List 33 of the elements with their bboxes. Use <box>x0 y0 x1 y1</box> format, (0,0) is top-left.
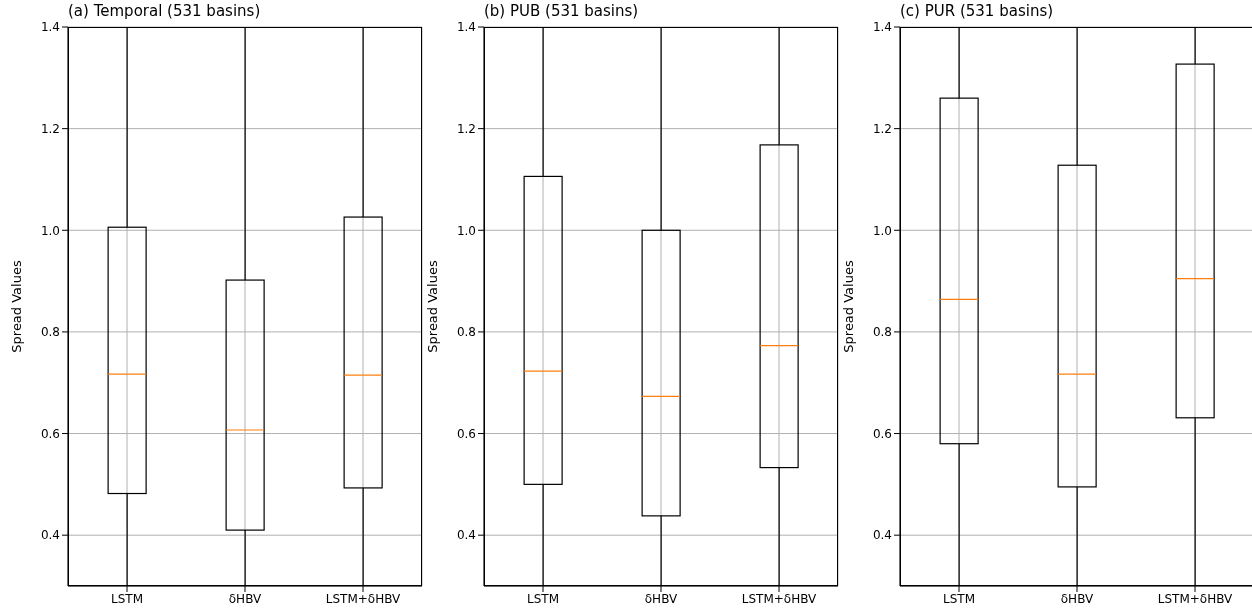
x-tick-label: δHBV <box>228 591 263 606</box>
y-tick-label: 0.4 <box>456 528 476 543</box>
y-tick-label: 0.4 <box>40 528 60 543</box>
y-tick-label: 1.0 <box>872 223 892 238</box>
y-axis-title: Spread Values <box>840 260 856 353</box>
x-tick-label: LSTM <box>943 591 975 606</box>
x-tick-label: LSTM+δHBV <box>325 591 402 606</box>
y-tick-label: 0.8 <box>456 325 476 340</box>
y-axis-title: Spread Values <box>8 260 24 353</box>
y-tick-label: 0.8 <box>40 325 60 340</box>
chart-title: (c) PUR (531 basins) <box>900 2 1054 20</box>
y-tick-label: 0.6 <box>872 426 892 441</box>
y-tick-label: 0.6 <box>456 426 476 441</box>
y-tick-label: 1.2 <box>456 121 476 136</box>
y-tick-label: 1.4 <box>456 20 476 35</box>
y-tick-label: 0.6 <box>40 426 60 441</box>
y-tick-label: 1.4 <box>872 20 892 35</box>
x-tick-label: LSTM+δHBV <box>741 591 818 606</box>
y-tick-label: 1.0 <box>40 223 60 238</box>
y-tick-label: 1.2 <box>872 121 892 136</box>
x-tick-label: δHBV <box>644 591 679 606</box>
y-tick-label: 1.4 <box>40 20 60 35</box>
y-tick-label: 1.0 <box>456 223 476 238</box>
y-tick-label: 0.8 <box>872 325 892 340</box>
chart-title: (b) PUB (531 basins) <box>484 2 639 20</box>
x-tick-label: δHBV <box>1060 591 1095 606</box>
x-tick-label: LSTM <box>527 591 559 606</box>
y-axis-title: Spread Values <box>424 260 440 353</box>
x-tick-label: LSTM+δHBV <box>1157 591 1234 606</box>
chart-title: (a) Temporal (531 basins) <box>68 2 261 20</box>
x-tick-label: LSTM <box>111 591 143 606</box>
y-tick-label: 0.4 <box>872 528 892 543</box>
y-tick-label: 1.2 <box>40 121 60 136</box>
